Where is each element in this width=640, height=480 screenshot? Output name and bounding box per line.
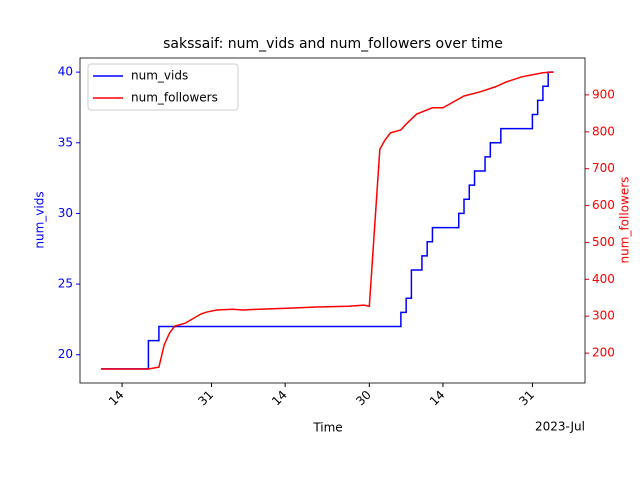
x-tick-label: 30: [353, 388, 374, 409]
x-tick-label: 14: [269, 388, 290, 409]
x-tick-label: 31: [195, 388, 216, 409]
y2-tick-label: 600: [592, 198, 615, 212]
series-line: [101, 71, 554, 370]
y2-tick-label: 400: [592, 272, 615, 286]
x-tick-label: 14: [106, 388, 127, 409]
chart-title: sakssaif: num_vids and num_followers ove…: [163, 36, 503, 52]
y2-axis-label: num_followers: [618, 177, 632, 264]
y-tick-label: 35: [58, 135, 73, 149]
y2-tick-label: 800: [592, 124, 615, 138]
y2-tick-label: 700: [592, 161, 615, 175]
legend-label: num_vids: [131, 69, 188, 83]
y2-tick-label: 500: [592, 235, 615, 249]
y-tick-label: 30: [58, 206, 73, 220]
legend-box: [87, 63, 239, 111]
series-line: [101, 71, 554, 370]
y-tick-label: 20: [58, 347, 73, 361]
y2-tick-label: 200: [592, 346, 615, 360]
x-tick-label: 31: [516, 388, 537, 409]
plot-frame: [79, 57, 586, 384]
y2-tick-label: 900: [592, 87, 615, 101]
x-axis-label: Time: [312, 421, 342, 435]
y-tick-label: 40: [58, 65, 73, 79]
y-axis-label: num_vids: [33, 191, 47, 248]
legend-label: num_followers: [131, 91, 218, 105]
y2-tick-label: 300: [592, 309, 615, 323]
x-tick-label: 14: [427, 388, 448, 409]
x-offset-label: 2023-Jul: [535, 420, 585, 434]
y-tick-label: 25: [58, 277, 73, 291]
